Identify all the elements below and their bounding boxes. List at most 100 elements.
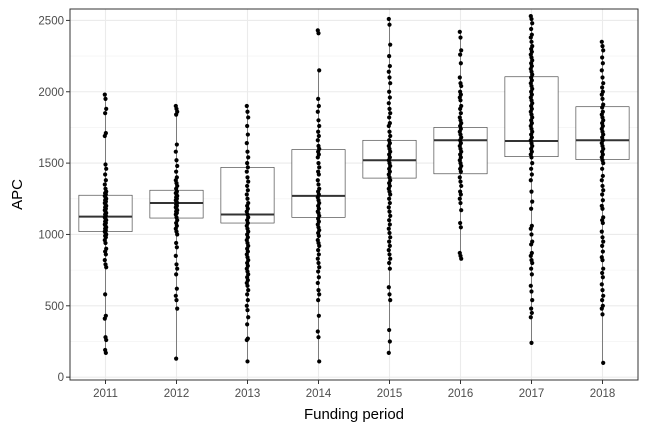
data-point [245, 123, 250, 129]
data-point [175, 306, 180, 311]
data-point [316, 161, 321, 166]
plot-panel-border [69, 8, 639, 381]
data-point [529, 166, 534, 171]
data-point [103, 252, 108, 257]
x-tick-label: 2016 [448, 388, 474, 400]
data-point [388, 235, 393, 240]
data-point [103, 178, 108, 183]
data-point [174, 142, 179, 147]
data-point [246, 179, 251, 184]
data-point [175, 163, 180, 169]
data-point [600, 183, 605, 189]
data-point [459, 208, 464, 213]
data-point [387, 200, 392, 206]
data-point [459, 183, 464, 189]
data-point [245, 132, 250, 137]
data-point [387, 252, 392, 257]
data-point [386, 123, 391, 129]
data-point [388, 133, 393, 139]
data-point [386, 101, 391, 106]
x-axis-title: Funding period [304, 406, 404, 423]
data-point [316, 182, 321, 187]
data-point [600, 220, 605, 226]
data-point [388, 256, 393, 261]
data-point [600, 55, 605, 60]
data-point [600, 206, 605, 211]
data-point [530, 161, 535, 166]
data-point [102, 182, 107, 187]
data-point [601, 188, 606, 193]
data-point [316, 118, 321, 123]
data-point [316, 313, 321, 318]
data-point [600, 198, 605, 203]
data-point [316, 129, 321, 134]
data-point [246, 115, 251, 120]
data-point [600, 258, 605, 263]
data-point [599, 306, 604, 311]
data-point [457, 175, 462, 180]
data-point [458, 169, 463, 174]
data-point [600, 61, 605, 66]
data-point [175, 266, 180, 271]
data-point [316, 269, 321, 274]
data-point [316, 288, 321, 293]
data-point [528, 35, 533, 40]
data-point [529, 155, 534, 160]
data-point [316, 133, 321, 139]
data-point [244, 141, 249, 146]
data-point [245, 307, 250, 313]
data-point [387, 243, 392, 248]
x-tick-label: 2012 [164, 388, 190, 400]
data-point [600, 312, 605, 317]
data-point [387, 209, 392, 214]
data-point [528, 315, 533, 320]
x-tick-label: 2017 [519, 388, 545, 400]
data-point [387, 196, 392, 201]
data-point [529, 340, 534, 345]
data-point [388, 111, 393, 116]
data-point [102, 92, 107, 97]
data-point [387, 239, 392, 244]
data-point [245, 165, 250, 170]
data-point [102, 316, 107, 321]
data-point [600, 275, 605, 280]
data-point [601, 293, 606, 298]
data-point [529, 266, 534, 271]
data-point [104, 166, 109, 171]
data-point [388, 192, 393, 197]
data-point [316, 96, 321, 101]
data-point [458, 225, 463, 230]
data-point [174, 245, 179, 250]
data-point [102, 258, 107, 263]
data-point [315, 109, 320, 114]
data-point [315, 138, 320, 143]
data-point [174, 112, 179, 117]
data-point [386, 205, 391, 210]
data-point [244, 103, 249, 109]
data-point [458, 35, 463, 40]
data-point [530, 199, 535, 204]
y-tick-label: 2500 [38, 15, 64, 27]
data-point [104, 106, 109, 111]
data-point [387, 230, 392, 236]
data-point [174, 297, 179, 303]
data-point [245, 188, 250, 193]
data-point [387, 89, 392, 94]
data-point [245, 175, 250, 180]
data-point [600, 75, 605, 80]
data-point [386, 248, 391, 253]
data-point [245, 109, 250, 114]
data-point [244, 169, 249, 174]
data-point [600, 166, 605, 171]
data-point [174, 272, 179, 277]
data-point [245, 322, 250, 327]
data-point [457, 196, 462, 201]
data-point [103, 292, 108, 297]
data-point [529, 232, 534, 237]
data-point [387, 260, 392, 266]
data-point [530, 260, 535, 266]
data-point [388, 42, 393, 47]
data-point [599, 92, 604, 97]
data-point [104, 337, 109, 343]
data-point [245, 161, 250, 166]
